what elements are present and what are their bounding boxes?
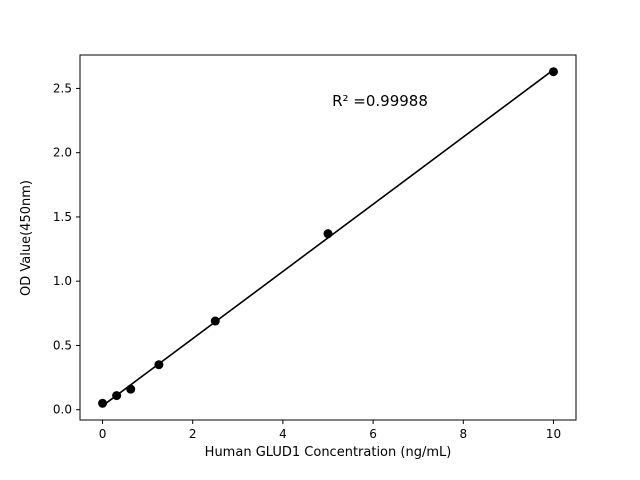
x-tick-label: 4 [279, 427, 287, 441]
data-point [126, 384, 136, 394]
y-tick-label: 2.0 [53, 146, 72, 160]
x-tick-label: 2 [189, 427, 197, 441]
x-tick-label: 8 [459, 427, 467, 441]
x-tick-label: 10 [546, 427, 561, 441]
r-squared-annotation: R² =0.99988 [332, 92, 428, 110]
y-tick-label: 0.0 [53, 403, 72, 417]
x-tick-label: 0 [99, 427, 107, 441]
axes-frame [79, 54, 577, 421]
data-point [154, 360, 164, 370]
data-point [323, 229, 333, 239]
plot-layer: 0 2 4 6 8 10 0.0 0.5 1.0 1.5 2.0 2.5 [53, 54, 577, 441]
x-axis-label: Human GLUD1 Concentration (ng/mL) [205, 445, 452, 460]
y-tick-label: 0.5 [53, 338, 72, 352]
data-point [98, 398, 108, 408]
data-point [112, 391, 122, 401]
data-point [548, 67, 558, 77]
y-tick-label: 2.5 [53, 81, 72, 95]
y-tick-label: 1.0 [53, 274, 72, 288]
y-axis-label: OD Value(450nm) [19, 180, 34, 296]
y-tick-label: 1.5 [53, 210, 72, 224]
data-point [210, 316, 220, 326]
x-tick-label: 6 [369, 427, 377, 441]
